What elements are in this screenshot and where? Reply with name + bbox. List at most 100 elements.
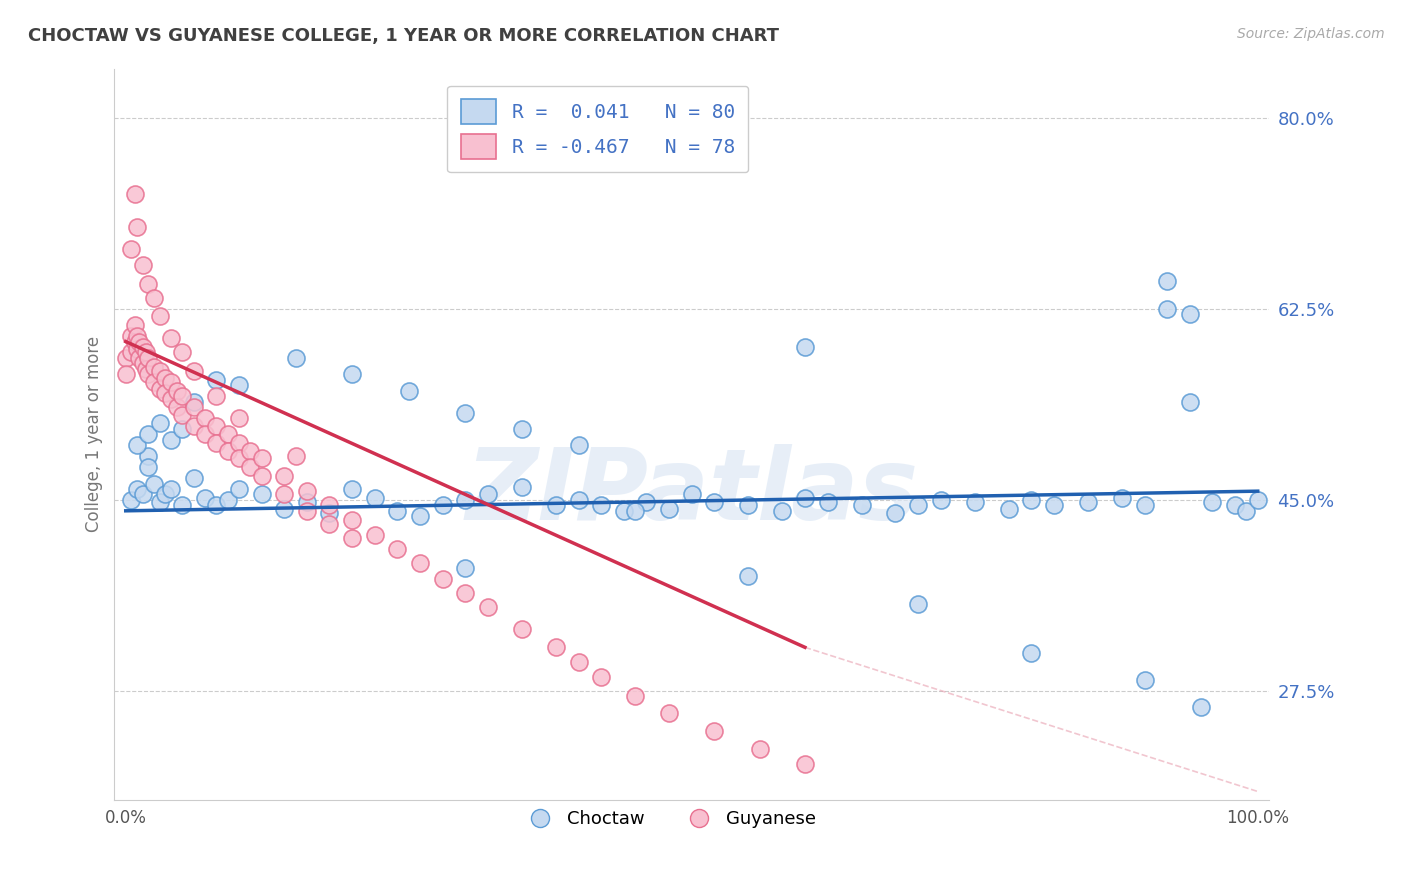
Point: [613, 504, 636, 518]
Point: [228, 411, 250, 425]
Point: [624, 690, 647, 704]
Point: [1021, 646, 1043, 660]
Point: [454, 492, 477, 507]
Y-axis label: College, 1 year or more: College, 1 year or more: [86, 336, 103, 533]
Point: [340, 368, 363, 382]
Point: [143, 375, 166, 389]
Point: [114, 351, 136, 365]
Point: [658, 706, 681, 720]
Point: [143, 359, 166, 374]
Point: [166, 400, 188, 414]
Point: [1178, 394, 1201, 409]
Point: [250, 487, 273, 501]
Point: [138, 277, 160, 291]
Point: [205, 373, 228, 387]
Point: [1189, 700, 1212, 714]
Point: [432, 499, 454, 513]
Point: [851, 499, 873, 513]
Point: [183, 394, 205, 409]
Point: [160, 482, 183, 496]
Point: [273, 468, 295, 483]
Point: [432, 572, 454, 586]
Point: [183, 418, 205, 433]
Point: [793, 491, 815, 505]
Point: [340, 512, 363, 526]
Point: [295, 504, 318, 518]
Point: [737, 569, 759, 583]
Point: [364, 491, 387, 505]
Point: [155, 385, 177, 400]
Point: [295, 484, 318, 499]
Point: [318, 499, 340, 513]
Point: [143, 476, 166, 491]
Point: [318, 506, 340, 520]
Point: [132, 340, 155, 354]
Point: [273, 501, 295, 516]
Point: [239, 443, 262, 458]
Point: [1043, 499, 1066, 513]
Point: [149, 310, 172, 324]
Point: [318, 516, 340, 531]
Point: [160, 375, 183, 389]
Point: [929, 492, 952, 507]
Point: [149, 364, 172, 378]
Point: [138, 351, 160, 365]
Point: [217, 492, 239, 507]
Legend: Choctaw, Guyanese: Choctaw, Guyanese: [515, 803, 823, 835]
Point: [205, 436, 228, 450]
Point: [817, 495, 839, 509]
Point: [636, 495, 658, 509]
Point: [228, 436, 250, 450]
Point: [624, 504, 647, 518]
Point: [591, 499, 613, 513]
Point: [737, 499, 759, 513]
Point: [250, 468, 273, 483]
Point: [135, 362, 157, 376]
Point: [770, 504, 793, 518]
Point: [124, 318, 146, 333]
Point: [1234, 504, 1257, 518]
Point: [793, 340, 815, 354]
Point: [205, 499, 228, 513]
Point: [454, 560, 477, 574]
Point: [132, 356, 155, 370]
Point: [120, 329, 142, 343]
Point: [963, 495, 986, 509]
Point: [748, 742, 770, 756]
Point: [172, 499, 194, 513]
Point: [1111, 491, 1133, 505]
Point: [409, 556, 432, 570]
Point: [477, 599, 499, 614]
Text: CHOCTAW VS GUYANESE COLLEGE, 1 YEAR OR MORE CORRELATION CHART: CHOCTAW VS GUYANESE COLLEGE, 1 YEAR OR M…: [28, 27, 779, 45]
Point: [194, 491, 217, 505]
Point: [205, 418, 228, 433]
Point: [703, 495, 725, 509]
Point: [1201, 495, 1223, 509]
Point: [1077, 495, 1099, 509]
Point: [1021, 492, 1043, 507]
Point: [250, 451, 273, 466]
Point: [1133, 499, 1156, 513]
Point: [205, 389, 228, 403]
Point: [510, 480, 533, 494]
Point: [228, 378, 250, 392]
Point: [239, 460, 262, 475]
Point: [907, 499, 929, 513]
Point: [703, 724, 725, 739]
Point: [1247, 492, 1270, 507]
Point: [1156, 301, 1178, 316]
Point: [160, 331, 183, 345]
Point: [124, 334, 146, 349]
Point: [284, 351, 307, 365]
Point: [510, 422, 533, 436]
Point: [454, 585, 477, 599]
Point: [228, 482, 250, 496]
Point: [149, 417, 172, 431]
Point: [510, 622, 533, 636]
Point: [398, 384, 420, 398]
Point: [273, 487, 295, 501]
Point: [172, 422, 194, 436]
Point: [907, 597, 929, 611]
Point: [155, 487, 177, 501]
Point: [284, 449, 307, 463]
